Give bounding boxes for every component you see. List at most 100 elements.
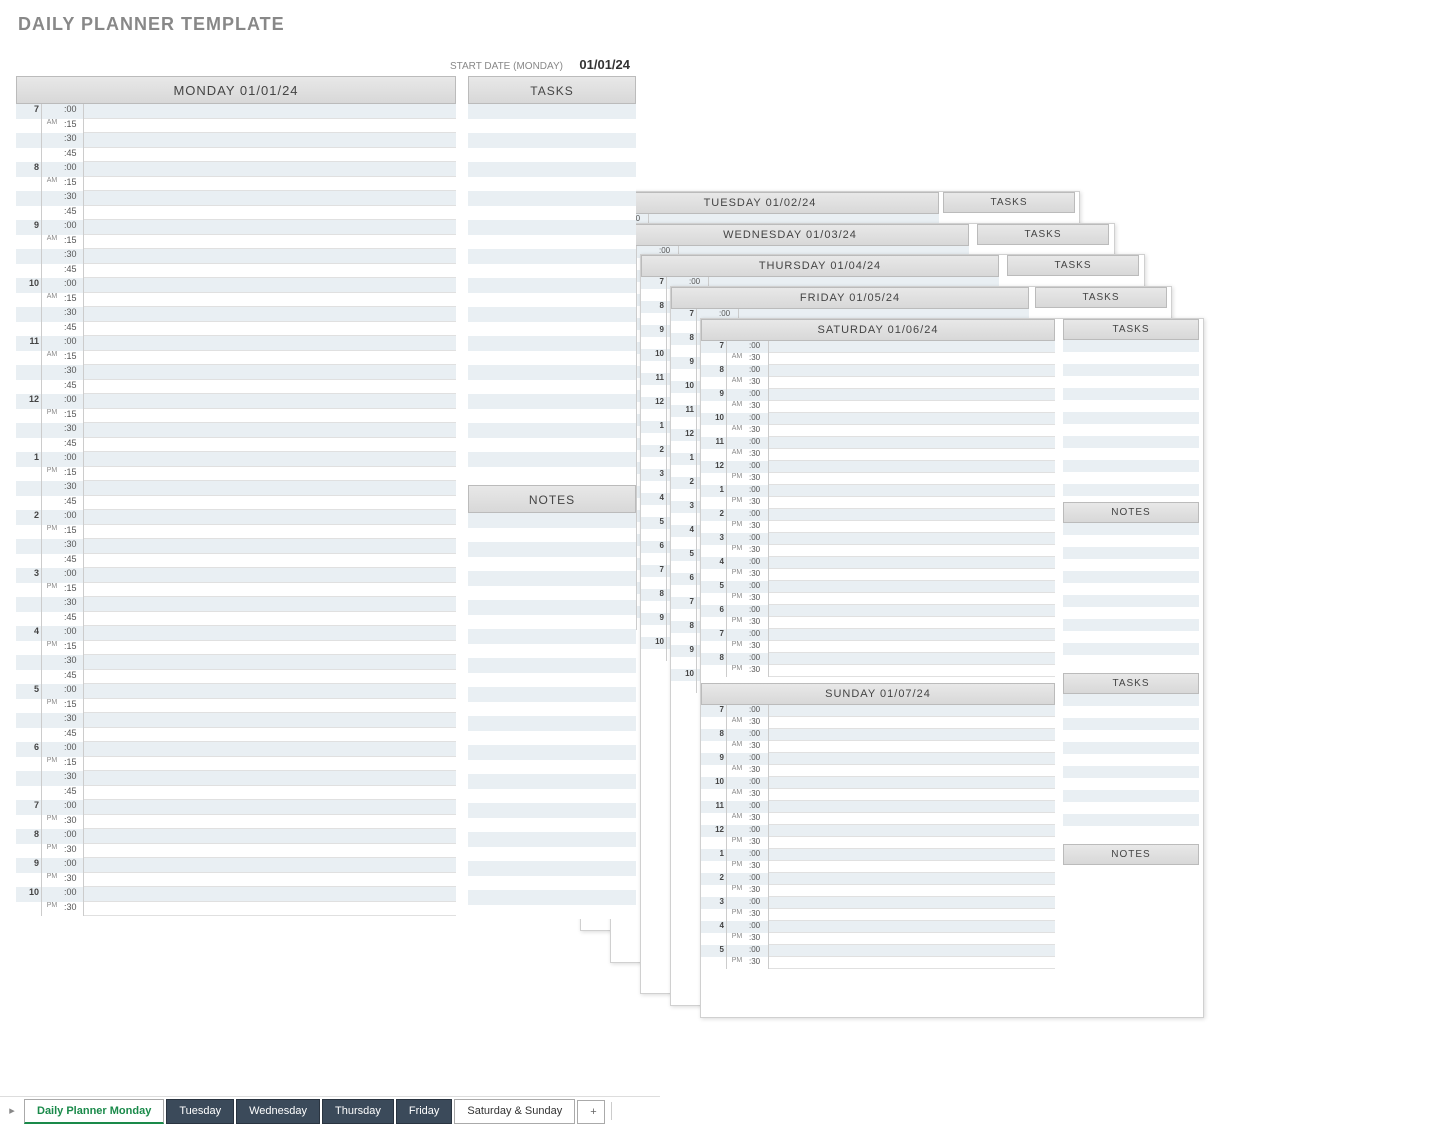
- time-slot[interactable]: 2:00: [701, 873, 1055, 885]
- task-row[interactable]: [468, 438, 636, 453]
- time-slot[interactable]: PM:15: [16, 409, 456, 424]
- row[interactable]: [1063, 523, 1199, 535]
- note-row[interactable]: [468, 745, 636, 760]
- time-slot[interactable]: PM:30: [701, 957, 1055, 969]
- time-slot[interactable]: 6:00: [701, 605, 1055, 617]
- task-row[interactable]: [468, 307, 636, 322]
- note-row[interactable]: [468, 731, 636, 746]
- task-row[interactable]: [468, 119, 636, 134]
- time-slot[interactable]: AM:30: [701, 425, 1055, 437]
- time-slot[interactable]: PM:30: [16, 873, 456, 888]
- saturday-tasks-area[interactable]: [1063, 340, 1199, 496]
- note-row[interactable]: [468, 905, 636, 920]
- row[interactable]: [1063, 730, 1199, 742]
- note-row[interactable]: [468, 760, 636, 775]
- time-slot[interactable]: 8:00: [16, 162, 456, 177]
- row[interactable]: [1063, 547, 1199, 559]
- time-slot[interactable]: 10:00: [701, 413, 1055, 425]
- time-slot[interactable]: 5:00: [16, 684, 456, 699]
- time-slot[interactable]: AM:30: [701, 353, 1055, 365]
- worksheet-tab[interactable]: Tuesday: [166, 1099, 234, 1124]
- row[interactable]: [1063, 595, 1199, 607]
- time-slot[interactable]: :45: [16, 380, 456, 395]
- task-row[interactable]: [468, 467, 636, 482]
- time-slot[interactable]: AM:30: [701, 717, 1055, 729]
- time-slot[interactable]: 3:00: [701, 897, 1055, 909]
- startdate-value[interactable]: 01/01/24: [579, 57, 630, 72]
- time-slot[interactable]: PM:30: [16, 815, 456, 830]
- row[interactable]: [1063, 448, 1199, 460]
- time-slot[interactable]: :30: [16, 423, 456, 438]
- time-slot[interactable]: AM:30: [701, 401, 1055, 413]
- row[interactable]: [1063, 643, 1199, 655]
- monday-time-grid[interactable]: 7:00AM:15:30:458:00AM:15:30:459:00AM:15:…: [16, 104, 456, 916]
- time-slot[interactable]: 11:00: [701, 437, 1055, 449]
- row[interactable]: [1063, 754, 1199, 766]
- time-slot[interactable]: 10:00: [701, 777, 1055, 789]
- time-slot[interactable]: 9:00: [701, 753, 1055, 765]
- time-slot[interactable]: PM:30: [701, 473, 1055, 485]
- time-slot[interactable]: AM:30: [701, 449, 1055, 461]
- row[interactable]: [1063, 778, 1199, 790]
- note-row[interactable]: [468, 673, 636, 688]
- time-slot[interactable]: :30: [16, 365, 456, 380]
- task-row[interactable]: [468, 365, 636, 380]
- tab-add-button[interactable]: +: [577, 1100, 605, 1124]
- time-slot[interactable]: 1:00: [701, 849, 1055, 861]
- time-slot[interactable]: 8:00: [701, 365, 1055, 377]
- time-slot[interactable]: :45: [16, 554, 456, 569]
- note-row[interactable]: [468, 615, 636, 630]
- time-slot[interactable]: :30: [16, 597, 456, 612]
- time-slot[interactable]: 8:00: [701, 729, 1055, 741]
- time-slot[interactable]: PM:30: [16, 902, 456, 917]
- row[interactable]: [1063, 364, 1199, 376]
- time-slot[interactable]: 7:00: [701, 705, 1055, 717]
- note-row[interactable]: [468, 513, 636, 528]
- row[interactable]: [1063, 742, 1199, 754]
- task-row[interactable]: [468, 351, 636, 366]
- note-row[interactable]: [468, 861, 636, 876]
- row[interactable]: [1063, 460, 1199, 472]
- time-slot[interactable]: AM:15: [16, 351, 456, 366]
- time-slot[interactable]: 12:00: [701, 461, 1055, 473]
- time-slot[interactable]: AM:30: [701, 789, 1055, 801]
- time-slot[interactable]: :45: [16, 322, 456, 337]
- task-row[interactable]: [468, 235, 636, 250]
- row[interactable]: [1063, 619, 1199, 631]
- time-slot[interactable]: :30: [16, 133, 456, 148]
- time-slot[interactable]: PM:30: [701, 909, 1055, 921]
- time-slot[interactable]: 4:00: [701, 921, 1055, 933]
- worksheet-tab[interactable]: Thursday: [322, 1099, 394, 1124]
- time-slot[interactable]: :45: [16, 728, 456, 743]
- time-slot[interactable]: 7:00: [16, 800, 456, 815]
- note-row[interactable]: [468, 890, 636, 905]
- task-row[interactable]: [468, 293, 636, 308]
- time-slot[interactable]: 9:00: [16, 858, 456, 873]
- row[interactable]: [1063, 424, 1199, 436]
- row[interactable]: [1063, 826, 1199, 838]
- time-slot[interactable]: :30: [16, 771, 456, 786]
- note-row[interactable]: [468, 876, 636, 891]
- time-slot[interactable]: :45: [16, 612, 456, 627]
- time-slot[interactable]: PM:30: [701, 885, 1055, 897]
- time-slot[interactable]: 11:00: [16, 336, 456, 351]
- row[interactable]: [1063, 583, 1199, 595]
- time-slot[interactable]: PM:15: [16, 641, 456, 656]
- time-slot[interactable]: :45: [16, 148, 456, 163]
- time-slot[interactable]: :45: [16, 264, 456, 279]
- task-row[interactable]: [468, 264, 636, 279]
- task-row[interactable]: [468, 220, 636, 235]
- time-slot[interactable]: :45: [16, 206, 456, 221]
- row[interactable]: [1063, 718, 1199, 730]
- note-row[interactable]: [468, 557, 636, 572]
- time-slot[interactable]: 4:00: [701, 557, 1055, 569]
- time-slot[interactable]: PM:30: [701, 617, 1055, 629]
- time-slot[interactable]: :30: [16, 655, 456, 670]
- time-slot[interactable]: :30: [16, 307, 456, 322]
- time-slot[interactable]: 6:00: [16, 742, 456, 757]
- task-row[interactable]: [468, 191, 636, 206]
- row[interactable]: [1063, 802, 1199, 814]
- time-slot[interactable]: 5:00: [701, 945, 1055, 957]
- time-slot[interactable]: 2:00: [701, 509, 1055, 521]
- task-row[interactable]: [468, 452, 636, 467]
